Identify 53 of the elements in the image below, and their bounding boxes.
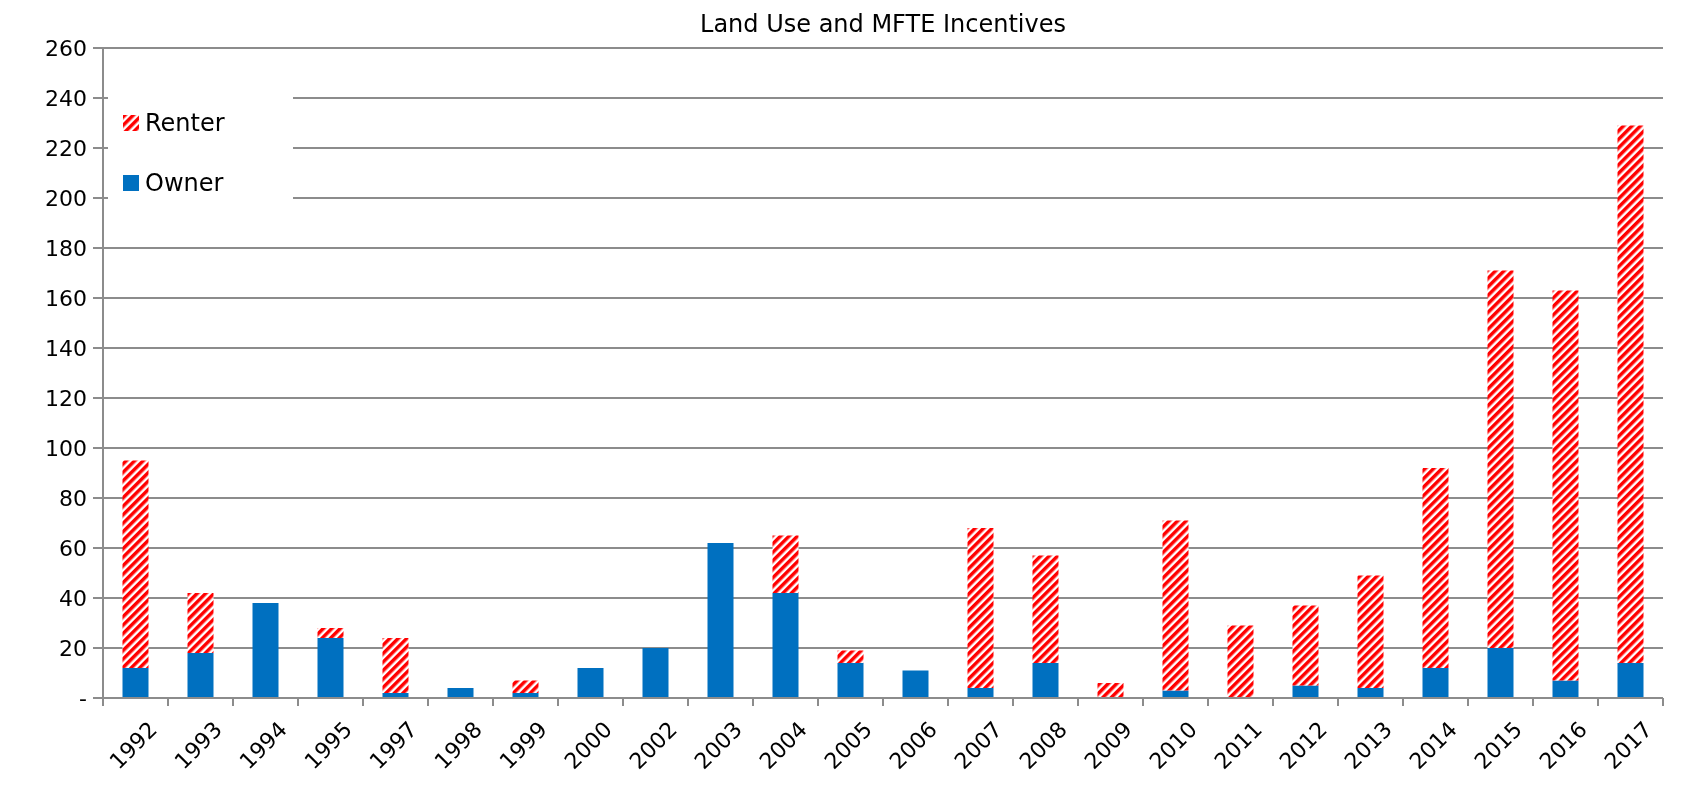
bar [252, 603, 279, 698]
bar [382, 638, 409, 693]
y-tick-label: 80 [59, 485, 87, 511]
bar [837, 663, 864, 698]
bar [772, 593, 799, 698]
y-tick-label: 60 [59, 535, 87, 561]
y-tick-label: 260 [45, 35, 87, 61]
bar [1487, 270, 1514, 648]
bar [1032, 663, 1059, 698]
y-tick-label: 160 [45, 285, 87, 311]
bar [187, 593, 214, 653]
chart-title: Land Use and MFTE Incentives [700, 10, 1066, 38]
y-tick-label: - [79, 685, 87, 711]
bar [512, 680, 539, 693]
y-tick-label: 220 [45, 135, 87, 161]
y-tick-label: 240 [45, 85, 87, 111]
bar [967, 688, 994, 698]
bar [1617, 125, 1644, 663]
y-tick-label: 180 [45, 235, 87, 261]
legend-label: Renter [145, 109, 225, 138]
bar [1097, 683, 1124, 698]
bar [577, 668, 604, 698]
y-tick-label: 120 [45, 385, 87, 411]
bar [1227, 625, 1254, 698]
bar [707, 543, 734, 698]
y-tick-label: 140 [45, 335, 87, 361]
bar [1422, 468, 1449, 668]
bar [317, 628, 344, 638]
bar [1422, 668, 1449, 698]
legend-label: Owner [145, 169, 224, 198]
bar [1552, 290, 1579, 681]
bar [772, 535, 799, 593]
y-tick-label: 40 [59, 585, 87, 611]
y-tick-label: 100 [45, 435, 87, 461]
y-tick-label: 200 [45, 185, 87, 211]
bar [187, 653, 214, 698]
bar [967, 528, 994, 688]
bar [1357, 575, 1384, 688]
bar [317, 638, 344, 698]
bar [122, 668, 149, 698]
bar [902, 670, 929, 698]
bar [642, 648, 669, 698]
bar [1357, 688, 1384, 698]
y-tick-label: 20 [59, 635, 87, 661]
bar [1032, 555, 1059, 663]
bar [1552, 680, 1579, 698]
bar [1292, 605, 1319, 686]
bar [1487, 648, 1514, 698]
bar [1162, 520, 1189, 691]
bar [122, 460, 149, 668]
bar [837, 650, 864, 663]
bar [1617, 663, 1644, 698]
bar [447, 688, 474, 698]
